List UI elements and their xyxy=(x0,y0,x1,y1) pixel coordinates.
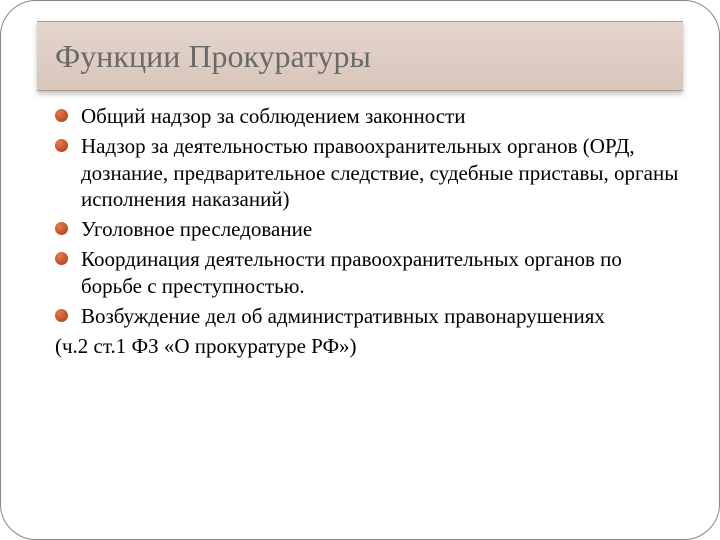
list-item: Уголовное преследование xyxy=(51,216,683,242)
slide-title: Функции Прокуратуры xyxy=(55,38,371,75)
bullet-icon xyxy=(55,222,68,235)
list-item-text: Возбуждение дел об административных прав… xyxy=(81,304,605,328)
list-item: Надзор за деятельностью правоохранительн… xyxy=(51,133,683,212)
bullet-icon xyxy=(55,309,68,322)
list-item: Возбуждение дел об административных прав… xyxy=(51,303,683,329)
list-item: Координация деятельности правоохранитель… xyxy=(51,246,683,299)
footnote-text: (ч.2 ст.1 ФЗ «О прокуратуре РФ») xyxy=(51,333,683,359)
slide-frame: Функции Прокуратуры Общий надзор за собл… xyxy=(0,0,720,540)
bullet-icon xyxy=(55,109,68,122)
list-item-text: Координация деятельности правоохранитель… xyxy=(81,247,622,297)
bullet-icon xyxy=(55,139,68,152)
list-item-text: Уголовное преследование xyxy=(81,217,312,241)
list-item-text: Надзор за деятельностью правоохранительн… xyxy=(81,134,678,211)
list-item-text: Общий надзор за соблюдением законности xyxy=(81,104,465,128)
slide-content: Общий надзор за соблюдением законности Н… xyxy=(51,103,683,359)
bullet-list: Общий надзор за соблюдением законности Н… xyxy=(51,103,683,329)
bullet-icon xyxy=(55,252,68,265)
list-item: Общий надзор за соблюдением законности xyxy=(51,103,683,129)
title-bar: Функции Прокуратуры xyxy=(37,21,683,91)
